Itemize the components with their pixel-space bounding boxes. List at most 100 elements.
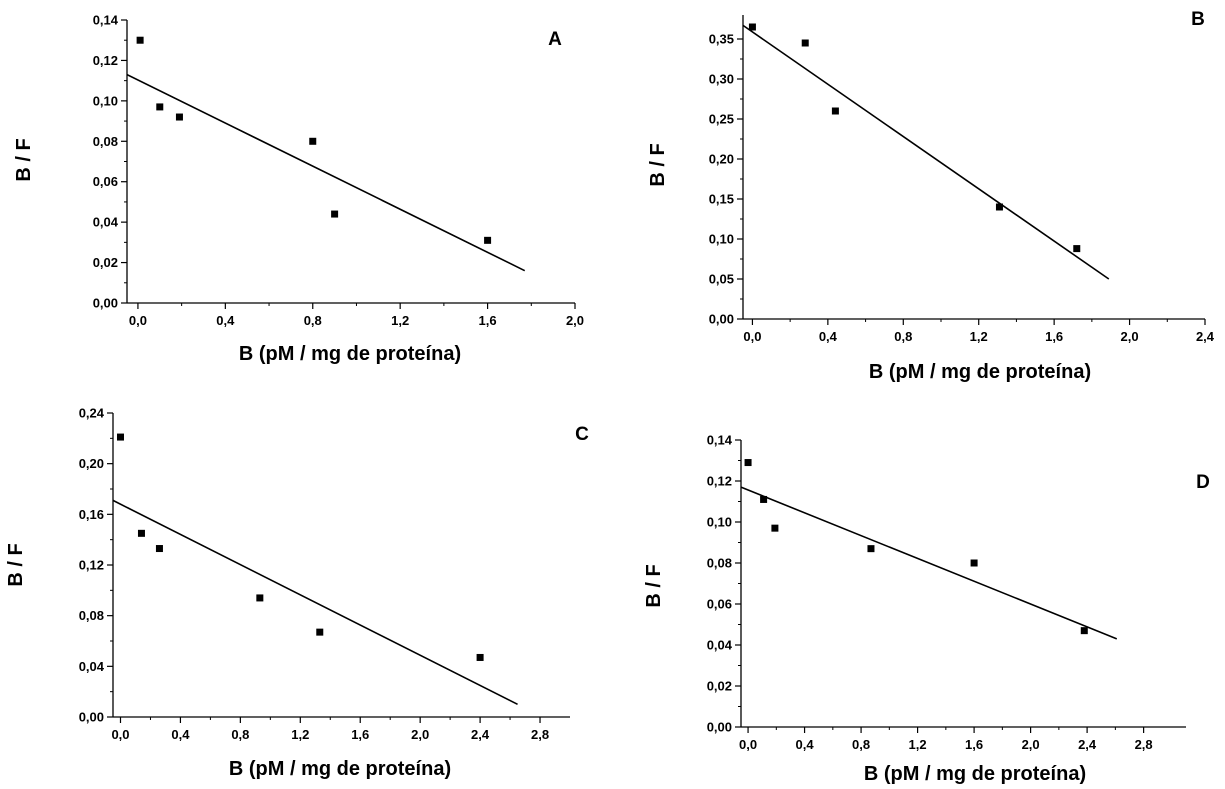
chart-3-x-axis-title: B (pM / mg de proteína) [864, 763, 1086, 785]
chart-3-y-axis-title: B / F [643, 564, 665, 607]
chart-3-fit-line [740, 486, 1118, 640]
chart-3-y-tick-label: 0,10 [707, 515, 732, 530]
chart-3-x-tick-label: 0,4 [796, 737, 815, 752]
chart-3-panel-label: D [1196, 472, 1210, 493]
chart-3-data-point [867, 545, 875, 553]
chart-1-x-tick-label: 2,4 [1196, 329, 1215, 344]
chart-3-y-tick-label: 0,12 [707, 474, 732, 489]
chart-0-x-tick-label: 0,0 [129, 313, 147, 328]
chart-1-y-tick-label: 0,15 [709, 192, 734, 207]
chart-1-y-tick-label: 0,20 [709, 152, 734, 167]
chart-1-data-point [995, 203, 1003, 211]
chart-2-x-tick-label: 1,6 [351, 727, 369, 742]
chart-2-y-tick-label: 0,24 [79, 406, 105, 421]
chart-0-y-tick-label: 0,14 [93, 13, 119, 28]
chart-1-panel: 0,0 0,4 0,8 1,2 1,6 2,0 2,4 0,00 0,05 0,10 0,15 0,2… [647, 9, 1215, 383]
chart-2-data-point [316, 628, 324, 636]
chart-0-fit-line [126, 73, 526, 272]
chart-0-x-tick-label: 2,0 [566, 313, 584, 328]
chart-1-data-point [1073, 245, 1081, 253]
chart-1-y-axis-title: B / F [647, 143, 669, 186]
chart-1-data-point [831, 107, 839, 115]
chart-3-y-tick-label: 0,08 [707, 556, 732, 571]
chart-2-panel: 0,0 0,4 0,8 1,2 1,6 2,0 2,4 2,8 0,00 0,04 0,08 0,12… [5, 406, 589, 781]
chart-0-x-tick-label: 0,8 [304, 313, 322, 328]
chart-0-x-tick-label: 1,2 [391, 313, 409, 328]
chart-1-x-tick-label: 2,0 [1121, 329, 1139, 344]
chart-3-data-point [970, 559, 978, 567]
chart-0-x-axis-title: B (pM / mg de proteína) [239, 343, 461, 365]
chart-0-y-tick-label: 0,00 [93, 296, 118, 311]
chart-2-x-tick-label: 1,2 [291, 727, 309, 742]
chart-2-fit-line [112, 499, 518, 706]
chart-1-x-tick-label: 0,8 [894, 329, 912, 344]
chart-2-x-tick-label: 2,8 [531, 727, 549, 742]
chart-1-y-tick-label: 0,30 [709, 72, 734, 87]
chart-2-y-axis-title: B / F [5, 543, 27, 586]
chart-0-data-point [156, 103, 164, 111]
chart-3-y-tick-label: 0,02 [707, 679, 732, 694]
chart-3-y-tick-label: 0,06 [707, 597, 732, 612]
chart-2-x-tick-label: 2,0 [411, 727, 429, 742]
chart-2-data-point [116, 433, 124, 441]
chart-2-y-tick-label: 0,12 [79, 558, 104, 573]
chart-2-data-point [256, 594, 264, 602]
chart-2-x-tick-label: 2,4 [471, 727, 490, 742]
chart-3-x-tick-label: 0,8 [852, 737, 870, 752]
chart-3-y-tick-label: 0,04 [707, 638, 733, 653]
chart-0-data-point [175, 113, 183, 121]
chart-0-y-tick-label: 0,06 [93, 174, 118, 189]
chart-1-x-tick-label: 0,0 [743, 329, 761, 344]
chart-0-data-point [136, 36, 144, 44]
chart-0-y-tick-label: 0,12 [93, 53, 118, 68]
chart-2-x-tick-label: 0,0 [111, 727, 129, 742]
chart-0-data-point [484, 236, 492, 244]
chart-1-panel-label: B [1191, 9, 1205, 30]
chart-2-data-point [155, 545, 163, 553]
chart-3-data-point [1080, 627, 1088, 635]
chart-2-x-tick-label: 0,8 [231, 727, 249, 742]
chart-3-x-tick-label: 1,2 [909, 737, 927, 752]
chart-3-x-tick-label: 2,4 [1078, 737, 1097, 752]
chart-3-data-point [771, 524, 779, 532]
chart-1-y-tick-label: 0,25 [709, 112, 734, 127]
chart-0-x-tick-label: 1,6 [479, 313, 497, 328]
chart-0-data-point [331, 210, 339, 218]
chart-2-y-tick-label: 0,04 [79, 659, 105, 674]
chart-1-y-tick-label: 0,10 [709, 232, 734, 247]
chart-3-panel: 0,0 0,4 0,8 1,2 1,6 2,0 2,4 2,8 0,00 0,02 0,04 0,06… [643, 433, 1210, 786]
chart-1-data-point [801, 39, 809, 47]
chart-1-data-point [748, 23, 756, 31]
chart-1-x-tick-label: 1,2 [970, 329, 988, 344]
chart-2-data-point [137, 529, 145, 537]
chart-1-x-axis-title: B (pM / mg de proteína) [869, 361, 1091, 383]
chart-2-y-tick-label: 0,20 [79, 456, 104, 471]
chart-2-y-tick-label: 0,16 [79, 507, 104, 522]
chart-3-x-tick-label: 0,0 [739, 737, 757, 752]
chart-2-data-point [476, 653, 484, 661]
chart-2-x-tick-label: 0,4 [171, 727, 190, 742]
chart-3-x-tick-label: 2,8 [1135, 737, 1153, 752]
chart-1-x-tick-label: 1,6 [1045, 329, 1063, 344]
chart-1-fit-line [742, 24, 1110, 280]
chart-2-y-tick-label: 0,00 [79, 710, 104, 725]
chart-2-panel-label: C [575, 424, 589, 445]
chart-1-x-tick-label: 0,4 [819, 329, 838, 344]
chart-3-y-tick-label: 0,00 [707, 720, 732, 735]
chart-0-data-point [309, 137, 317, 145]
chart-0-y-tick-label: 0,02 [93, 255, 118, 270]
chart-0-y-tick-label: 0,04 [93, 215, 119, 230]
chart-2-y-tick-label: 0,08 [79, 608, 104, 623]
chart-1-y-tick-label: 0,05 [709, 272, 734, 287]
chart-1-y-tick-label: 0,35 [709, 32, 734, 47]
chart-3-x-tick-label: 1,6 [965, 737, 983, 752]
chart-0-panel-label: A [548, 29, 562, 50]
chart-1-y-tick-label: 0,00 [709, 312, 734, 327]
chart-0-y-axis-title: B / F [13, 138, 35, 181]
chart-0-panel: 0,0 0,4 0,8 1,2 1,6 2,0 0,00 0,02 0,04 0,06 0,08 0,… [13, 13, 584, 366]
chart-2-x-axis-title: B (pM / mg de proteína) [229, 758, 451, 780]
chart-0-x-tick-label: 0,4 [216, 313, 235, 328]
chart-3-data-point [760, 495, 768, 503]
chart-3-x-tick-label: 2,0 [1022, 737, 1040, 752]
